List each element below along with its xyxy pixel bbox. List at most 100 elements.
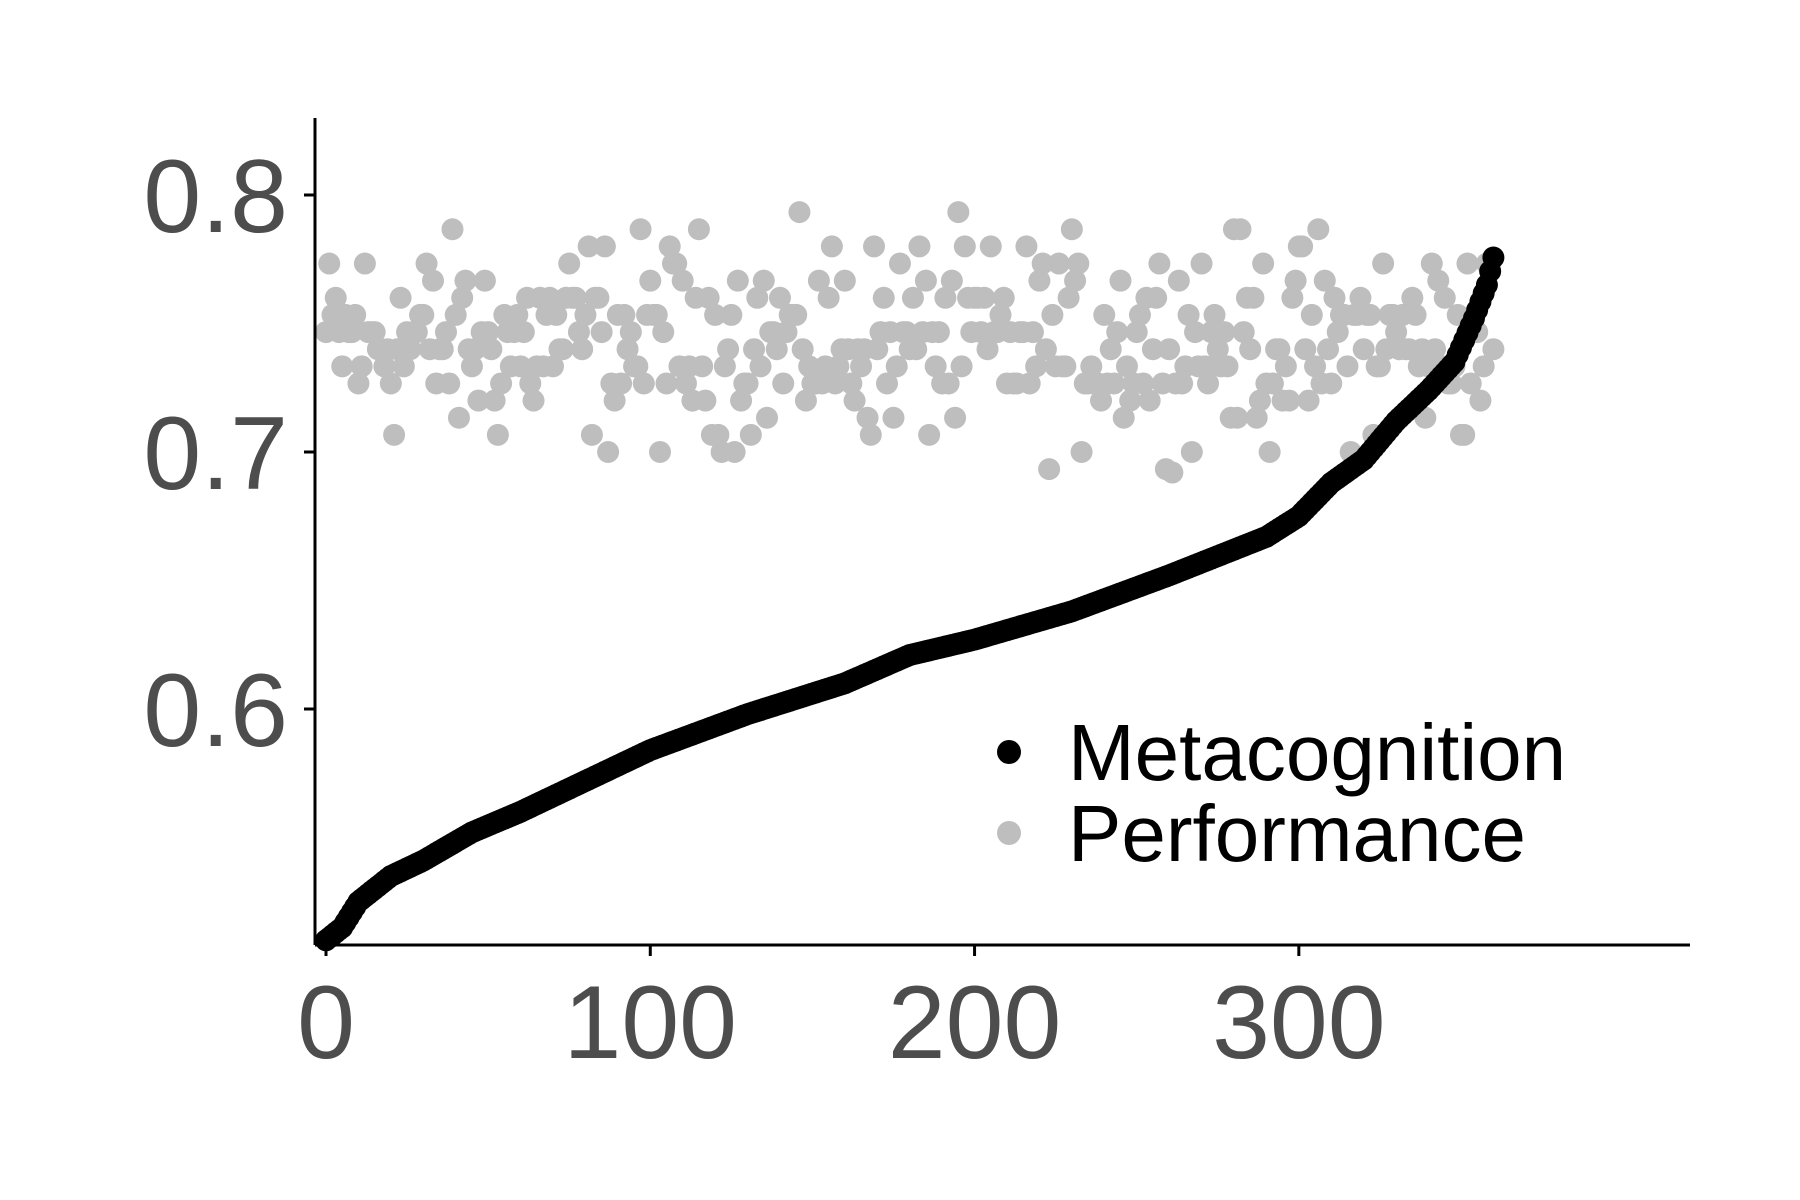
performance-point	[1128, 303, 1151, 326]
performance-point	[1177, 303, 1200, 326]
performance-point	[772, 372, 795, 395]
performance-point	[1213, 321, 1236, 344]
performance-point	[519, 372, 542, 395]
performance-point	[1025, 355, 1048, 378]
performance-point	[1141, 338, 1164, 361]
performance-point	[1060, 218, 1083, 241]
performance-point	[940, 269, 963, 292]
performance-point	[788, 201, 811, 224]
performance-point	[918, 423, 941, 446]
performance-point	[807, 269, 830, 292]
performance-point	[944, 406, 967, 429]
legend-marker-performance	[997, 821, 1021, 845]
performance-point	[490, 372, 513, 395]
performance-point	[512, 321, 535, 344]
performance-point	[1352, 338, 1375, 361]
performance-point	[1057, 286, 1080, 309]
performance-point	[373, 355, 396, 378]
performance-point	[908, 235, 931, 258]
performance-point	[1193, 355, 1216, 378]
performance-point	[1424, 338, 1447, 361]
performance-point	[953, 235, 976, 258]
performance-point	[629, 218, 652, 241]
performance-point	[665, 252, 688, 275]
performance-point	[1047, 252, 1070, 275]
performance-point	[1158, 338, 1181, 361]
performance-point	[613, 303, 636, 326]
performance-point	[558, 252, 581, 275]
performance-point	[1161, 461, 1184, 484]
performance-point	[840, 372, 863, 395]
performance-point	[1115, 355, 1138, 378]
performance-point	[1420, 252, 1443, 275]
performance-point	[1070, 441, 1093, 463]
performance-point	[820, 235, 843, 258]
x-tick-label: 0	[297, 965, 355, 1081]
performance-point	[483, 389, 506, 412]
performance-point	[344, 303, 367, 326]
performance-point	[1469, 389, 1492, 412]
y-tick-label: 0.8	[143, 139, 288, 255]
performance-point	[859, 423, 882, 446]
performance-point	[379, 372, 402, 395]
performance-point	[768, 286, 791, 309]
performance-point	[1190, 252, 1213, 275]
performance-point	[950, 355, 973, 378]
performance-point	[451, 286, 474, 309]
performance-point	[467, 389, 490, 412]
performance-point	[1197, 372, 1220, 395]
performance-point	[1206, 338, 1229, 361]
performance-point	[1125, 321, 1148, 344]
performance-point	[1274, 355, 1297, 378]
performance-point	[480, 338, 503, 361]
legend-label-metacognition: Metacognition	[1068, 708, 1566, 797]
performance-point	[1427, 269, 1450, 292]
performance-point	[538, 286, 561, 309]
performance-point	[619, 321, 642, 344]
performance-point	[1015, 235, 1038, 258]
performance-point	[856, 406, 879, 429]
performance-point	[655, 372, 678, 395]
performance-point	[1268, 338, 1291, 361]
performance-point	[1404, 303, 1427, 326]
performance-point	[1138, 389, 1161, 412]
performance-point	[798, 355, 821, 378]
performance-point	[626, 355, 649, 378]
performance-point	[1456, 252, 1479, 275]
performance-point	[383, 423, 406, 446]
legend-label-performance: Performance	[1068, 789, 1526, 878]
performance-point	[824, 372, 847, 395]
performance-point	[674, 372, 697, 395]
performance-point	[1028, 269, 1051, 292]
performance-point	[1294, 338, 1317, 361]
performance-point	[1482, 338, 1505, 361]
performance-point	[1258, 441, 1281, 463]
performance-point	[1359, 303, 1382, 326]
performance-point	[574, 303, 597, 326]
performance-point	[973, 286, 996, 309]
performance-point	[447, 406, 470, 429]
performance-point	[415, 252, 438, 275]
performance-point	[473, 269, 496, 292]
performance-point	[603, 389, 626, 412]
performance-point	[422, 269, 445, 292]
performance-point	[434, 321, 457, 344]
performance-point	[1472, 355, 1495, 378]
performance-point	[1067, 252, 1090, 275]
performance-point	[597, 441, 620, 463]
performance-point	[1167, 269, 1190, 292]
performance-point	[1018, 372, 1041, 395]
performance-point	[1216, 355, 1239, 378]
performance-point	[882, 406, 905, 429]
performance-point	[697, 286, 720, 309]
performance-point	[649, 441, 672, 463]
performance-point	[1109, 269, 1132, 292]
performance-point	[713, 355, 736, 378]
performance-point	[399, 338, 422, 361]
performance-point	[652, 321, 675, 344]
x-tick-label: 200	[888, 965, 1062, 1081]
performance-point	[1021, 321, 1044, 344]
performance-point	[522, 389, 545, 412]
legend-marker-metacognition	[997, 740, 1021, 764]
